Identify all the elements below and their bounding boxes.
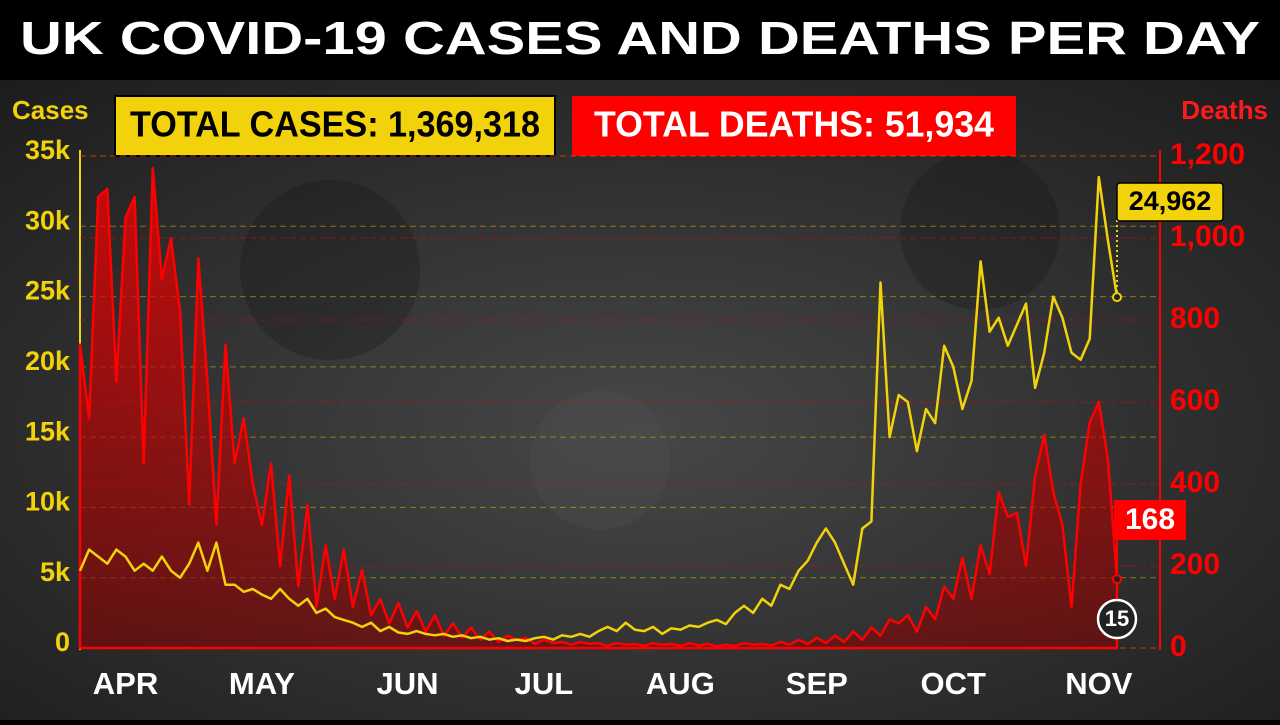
texture: [900, 150, 1060, 310]
total-cases: TOTAL CASES: 1,369,318: [130, 104, 540, 145]
y2-axis-label: Deaths: [1181, 95, 1268, 125]
x-tick-label: SEP: [786, 666, 848, 701]
annotation-box: [1116, 182, 1224, 222]
y2-tick-label: 1,000: [1170, 220, 1245, 253]
cases-line: [78, 175, 1119, 643]
chart-title: UK COVID-19 CASES AND DEATHS PER DAY: [20, 12, 1260, 64]
total-cases-box: [114, 95, 556, 157]
y2-tick-label: 1,200: [1170, 138, 1245, 171]
x-tick-label: NOV: [1065, 666, 1133, 701]
y2-tick-label: 800: [1170, 302, 1220, 335]
x-tick-label: MAY: [229, 666, 295, 701]
annotation-dot: [1112, 292, 1122, 303]
texture: [240, 180, 420, 360]
x-tick-label: OCT: [921, 666, 987, 701]
title-bar: [0, 0, 1280, 80]
date-marker: [1096, 598, 1138, 640]
annotation: 15: [1105, 606, 1129, 631]
y-tick-label: 5k: [40, 557, 71, 587]
y-tick-label: 0: [55, 627, 70, 657]
y2-tick-label: 0: [1170, 630, 1187, 663]
x-tick-label: JUN: [376, 666, 438, 701]
total-deaths: TOTAL DEATHS: 51,934: [594, 104, 994, 145]
annotation-dot: [1112, 574, 1122, 585]
y-tick-label: 15k: [25, 416, 71, 446]
y2-tick-label: 600: [1170, 384, 1220, 417]
texture: [530, 390, 670, 530]
y-axis-label: Cases: [12, 95, 89, 125]
annotation: 24,962: [1129, 186, 1212, 216]
total-deaths-box: [572, 96, 1016, 156]
x-tick-label: AUG: [646, 666, 715, 701]
x-tick-label: APR: [93, 666, 158, 701]
y-tick-label: 10k: [25, 487, 71, 517]
deaths-area: [78, 167, 1119, 650]
x-tick-label: JUL: [515, 666, 574, 701]
y-tick-label: 20k: [25, 346, 71, 376]
y2-tick-label: 400: [1170, 466, 1220, 499]
annotation-box: [1114, 500, 1186, 540]
y2-tick-label: 200: [1170, 548, 1220, 581]
y-tick-label: 25k: [25, 276, 71, 306]
y-tick-label: 35k: [25, 135, 71, 165]
annotation: 168: [1125, 503, 1175, 536]
y-tick-label: 30k: [25, 205, 71, 235]
